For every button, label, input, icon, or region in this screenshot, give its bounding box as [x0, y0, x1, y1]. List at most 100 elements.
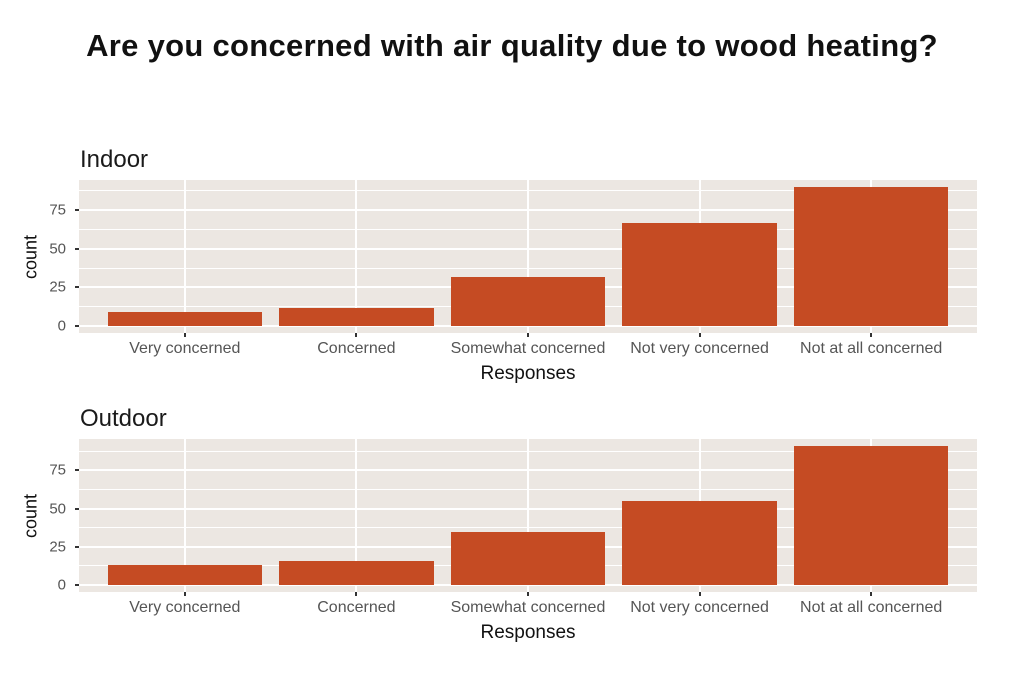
- x-tick-mark: [183, 592, 186, 596]
- grid-band: [442, 180, 614, 333]
- y-tick-label: 50: [49, 240, 66, 258]
- x-tick-mark: [355, 592, 358, 596]
- y-tick-label: 0: [57, 317, 66, 335]
- x-tick-label: Not at all concerned: [800, 599, 943, 616]
- major-gridline-vertical: [183, 439, 186, 592]
- x-tick-band: [271, 333, 443, 337]
- x-tick-band: [99, 333, 271, 337]
- x-axis-labels: Very concerned Concerned Somewhat concerne…: [79, 337, 977, 361]
- y-tick-mark: [75, 286, 79, 289]
- x-tick-label: Not at all concerned: [800, 340, 943, 357]
- bar-band: [785, 180, 957, 333]
- chart-subtitle-indoor: Indoor: [80, 146, 149, 173]
- x-axis-ticks: [79, 333, 977, 337]
- x-tick-mark: [183, 333, 186, 337]
- bar-not-very-concerned: [622, 222, 777, 327]
- major-gridline: [79, 469, 977, 472]
- x-tick-band: [785, 592, 957, 596]
- bar-somewhat-concerned: [450, 276, 606, 327]
- x-tick-mark: [698, 333, 701, 337]
- bar-band: [99, 439, 271, 592]
- y-tick-mark: [75, 469, 79, 472]
- y-tick-mark: [75, 584, 79, 587]
- minor-gridline: [79, 527, 977, 529]
- x-tick-band: [614, 592, 786, 596]
- major-gridline: [79, 325, 977, 328]
- bar-band: [271, 439, 443, 592]
- bar-band: [271, 180, 443, 333]
- major-gridline: [79, 584, 977, 587]
- bar-band: [442, 180, 614, 333]
- y-tick-mark: [75, 325, 79, 328]
- outdoor-chart: Outdoor count 0 25 50 75 Very concerned Conc…: [20, 399, 997, 648]
- bar-not-very-concerned: [622, 500, 777, 586]
- x-tick-label: Somewhat concerned: [450, 599, 606, 616]
- y-tick-label: 25: [49, 278, 66, 296]
- x-tick-band: [442, 333, 614, 337]
- major-gridline-vertical: [183, 180, 186, 333]
- bar-concerned: [279, 560, 434, 586]
- major-gridline: [79, 507, 977, 510]
- major-gridline-vertical: [526, 180, 529, 333]
- x-axis-title: Responses: [480, 363, 576, 384]
- major-gridline-vertical: [355, 439, 358, 592]
- bar-band: [785, 439, 957, 592]
- y-axis: 0 25 50 75: [42, 439, 79, 594]
- x-tick-label: Concerned: [317, 340, 396, 357]
- y-tick-label: 25: [49, 538, 66, 556]
- minor-gridline: [79, 190, 977, 192]
- x-tick-mark: [526, 333, 529, 337]
- major-gridline-vertical: [355, 180, 358, 333]
- y-axis-title: count: [20, 493, 41, 538]
- x-tick-band: [99, 592, 271, 596]
- x-tick-mark: [870, 333, 873, 337]
- grid-band: [271, 180, 443, 333]
- x-tick-label: Very concerned: [129, 340, 241, 357]
- page-title: Are you concerned with air quality due t…: [86, 28, 938, 63]
- x-tick-label: Concerned: [317, 599, 396, 616]
- major-gridline: [79, 209, 977, 212]
- major-gridline-vertical: [526, 439, 529, 592]
- minor-gridline: [79, 450, 977, 452]
- bar-band: [614, 180, 786, 333]
- x-axis-title: Responses: [480, 622, 576, 643]
- bar-not-at-all-concerned: [793, 445, 949, 586]
- indoor-chart: Indoor count 0 25 50 75 Very concerned Conce…: [20, 140, 997, 389]
- x-tick-label: Not very concerned: [630, 340, 769, 357]
- y-tick-label: 0: [57, 576, 66, 594]
- bar-very-concerned: [107, 312, 262, 327]
- bar-band: [614, 439, 786, 592]
- x-tick-mark: [355, 333, 358, 337]
- bar-somewhat-concerned: [450, 531, 606, 586]
- minor-gridline: [79, 228, 977, 230]
- y-tick-mark: [75, 209, 79, 212]
- minor-gridline: [79, 489, 977, 491]
- grid-band: [442, 439, 614, 592]
- x-tick-label: Somewhat concerned: [450, 340, 606, 357]
- y-tick-label: 75: [49, 201, 66, 219]
- y-tick-label: 75: [49, 461, 66, 479]
- bar-very-concerned: [107, 565, 262, 586]
- bar-concerned: [279, 307, 434, 327]
- x-tick-band: [442, 592, 614, 596]
- plot-panel: [79, 180, 977, 333]
- y-tick-label: 50: [49, 500, 66, 518]
- y-axis-title: count: [20, 234, 41, 279]
- bar-band: [442, 439, 614, 592]
- major-gridline: [79, 247, 977, 250]
- grid-band: [99, 439, 271, 592]
- plot-panel: [79, 439, 977, 592]
- chart-subtitle-outdoor: Outdoor: [80, 405, 167, 432]
- x-tick-mark: [698, 592, 701, 596]
- bar-series: [79, 180, 977, 333]
- x-tick-mark: [870, 592, 873, 596]
- grid-band: [271, 439, 443, 592]
- bar-not-at-all-concerned: [793, 186, 949, 327]
- grid-band: [99, 180, 271, 333]
- minor-gridline: [79, 267, 977, 269]
- x-tick-band: [614, 333, 786, 337]
- y-tick-mark: [75, 545, 79, 548]
- y-tick-mark: [75, 247, 79, 250]
- x-axis-labels: Very concerned Concerned Somewhat concerne…: [79, 596, 977, 620]
